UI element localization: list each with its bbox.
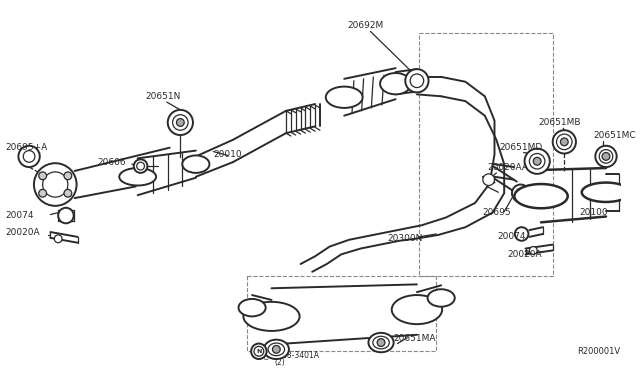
Circle shape <box>525 149 550 174</box>
Circle shape <box>54 235 62 243</box>
Ellipse shape <box>268 343 285 356</box>
Circle shape <box>134 159 147 173</box>
Ellipse shape <box>239 299 266 316</box>
Circle shape <box>512 185 529 202</box>
Text: 20100: 20100 <box>580 208 609 217</box>
Text: 20020A: 20020A <box>507 250 541 259</box>
Circle shape <box>173 115 188 130</box>
Circle shape <box>553 130 576 154</box>
Circle shape <box>254 346 264 356</box>
Ellipse shape <box>182 155 209 173</box>
Circle shape <box>561 138 568 146</box>
Text: 20651N: 20651N <box>145 92 181 101</box>
Circle shape <box>168 110 193 135</box>
Text: ⓝ08918-3401A: ⓝ08918-3401A <box>264 351 320 360</box>
Text: 20606: 20606 <box>97 158 125 167</box>
Circle shape <box>43 172 68 197</box>
Text: 20074: 20074 <box>497 232 526 241</box>
Ellipse shape <box>119 168 156 186</box>
Text: 20010: 20010 <box>213 150 242 159</box>
Text: 20695+A: 20695+A <box>6 143 48 152</box>
Circle shape <box>483 174 495 186</box>
Circle shape <box>599 150 612 163</box>
Circle shape <box>515 227 529 241</box>
Ellipse shape <box>582 183 630 202</box>
Circle shape <box>64 172 72 180</box>
Circle shape <box>533 157 541 165</box>
Ellipse shape <box>264 340 289 359</box>
Ellipse shape <box>392 295 442 324</box>
Circle shape <box>516 188 525 198</box>
Circle shape <box>39 189 47 197</box>
Circle shape <box>137 162 145 170</box>
Text: (2): (2) <box>275 359 285 368</box>
Ellipse shape <box>369 333 394 352</box>
Circle shape <box>19 146 40 167</box>
Circle shape <box>529 247 537 254</box>
Circle shape <box>39 172 47 180</box>
Text: 20020AA: 20020AA <box>488 163 529 171</box>
Circle shape <box>595 146 617 167</box>
Ellipse shape <box>380 73 411 94</box>
Text: 20651MC: 20651MC <box>593 131 636 140</box>
Circle shape <box>177 119 184 126</box>
Circle shape <box>34 163 77 206</box>
Ellipse shape <box>326 87 363 108</box>
Circle shape <box>377 339 385 346</box>
Text: 20074: 20074 <box>6 211 35 220</box>
Circle shape <box>64 189 72 197</box>
Circle shape <box>58 208 74 223</box>
Text: 20651MB: 20651MB <box>538 118 580 127</box>
Circle shape <box>273 346 280 353</box>
Text: 20300N: 20300N <box>388 234 423 243</box>
Circle shape <box>23 151 35 162</box>
Ellipse shape <box>373 336 389 349</box>
Text: 20020A: 20020A <box>6 228 40 237</box>
Ellipse shape <box>428 289 455 307</box>
Ellipse shape <box>515 184 568 208</box>
Circle shape <box>602 153 610 160</box>
Circle shape <box>251 343 267 359</box>
Circle shape <box>410 74 424 87</box>
Text: N: N <box>256 349 262 354</box>
Text: 20695: 20695 <box>483 208 511 217</box>
Text: 20651MA: 20651MA <box>394 334 436 343</box>
Circle shape <box>405 69 429 92</box>
Text: 20692M: 20692M <box>347 21 383 30</box>
Circle shape <box>557 134 572 150</box>
Text: 20651MD: 20651MD <box>499 143 543 152</box>
Ellipse shape <box>243 302 300 331</box>
Circle shape <box>529 154 545 169</box>
Text: R200001V: R200001V <box>577 347 620 356</box>
